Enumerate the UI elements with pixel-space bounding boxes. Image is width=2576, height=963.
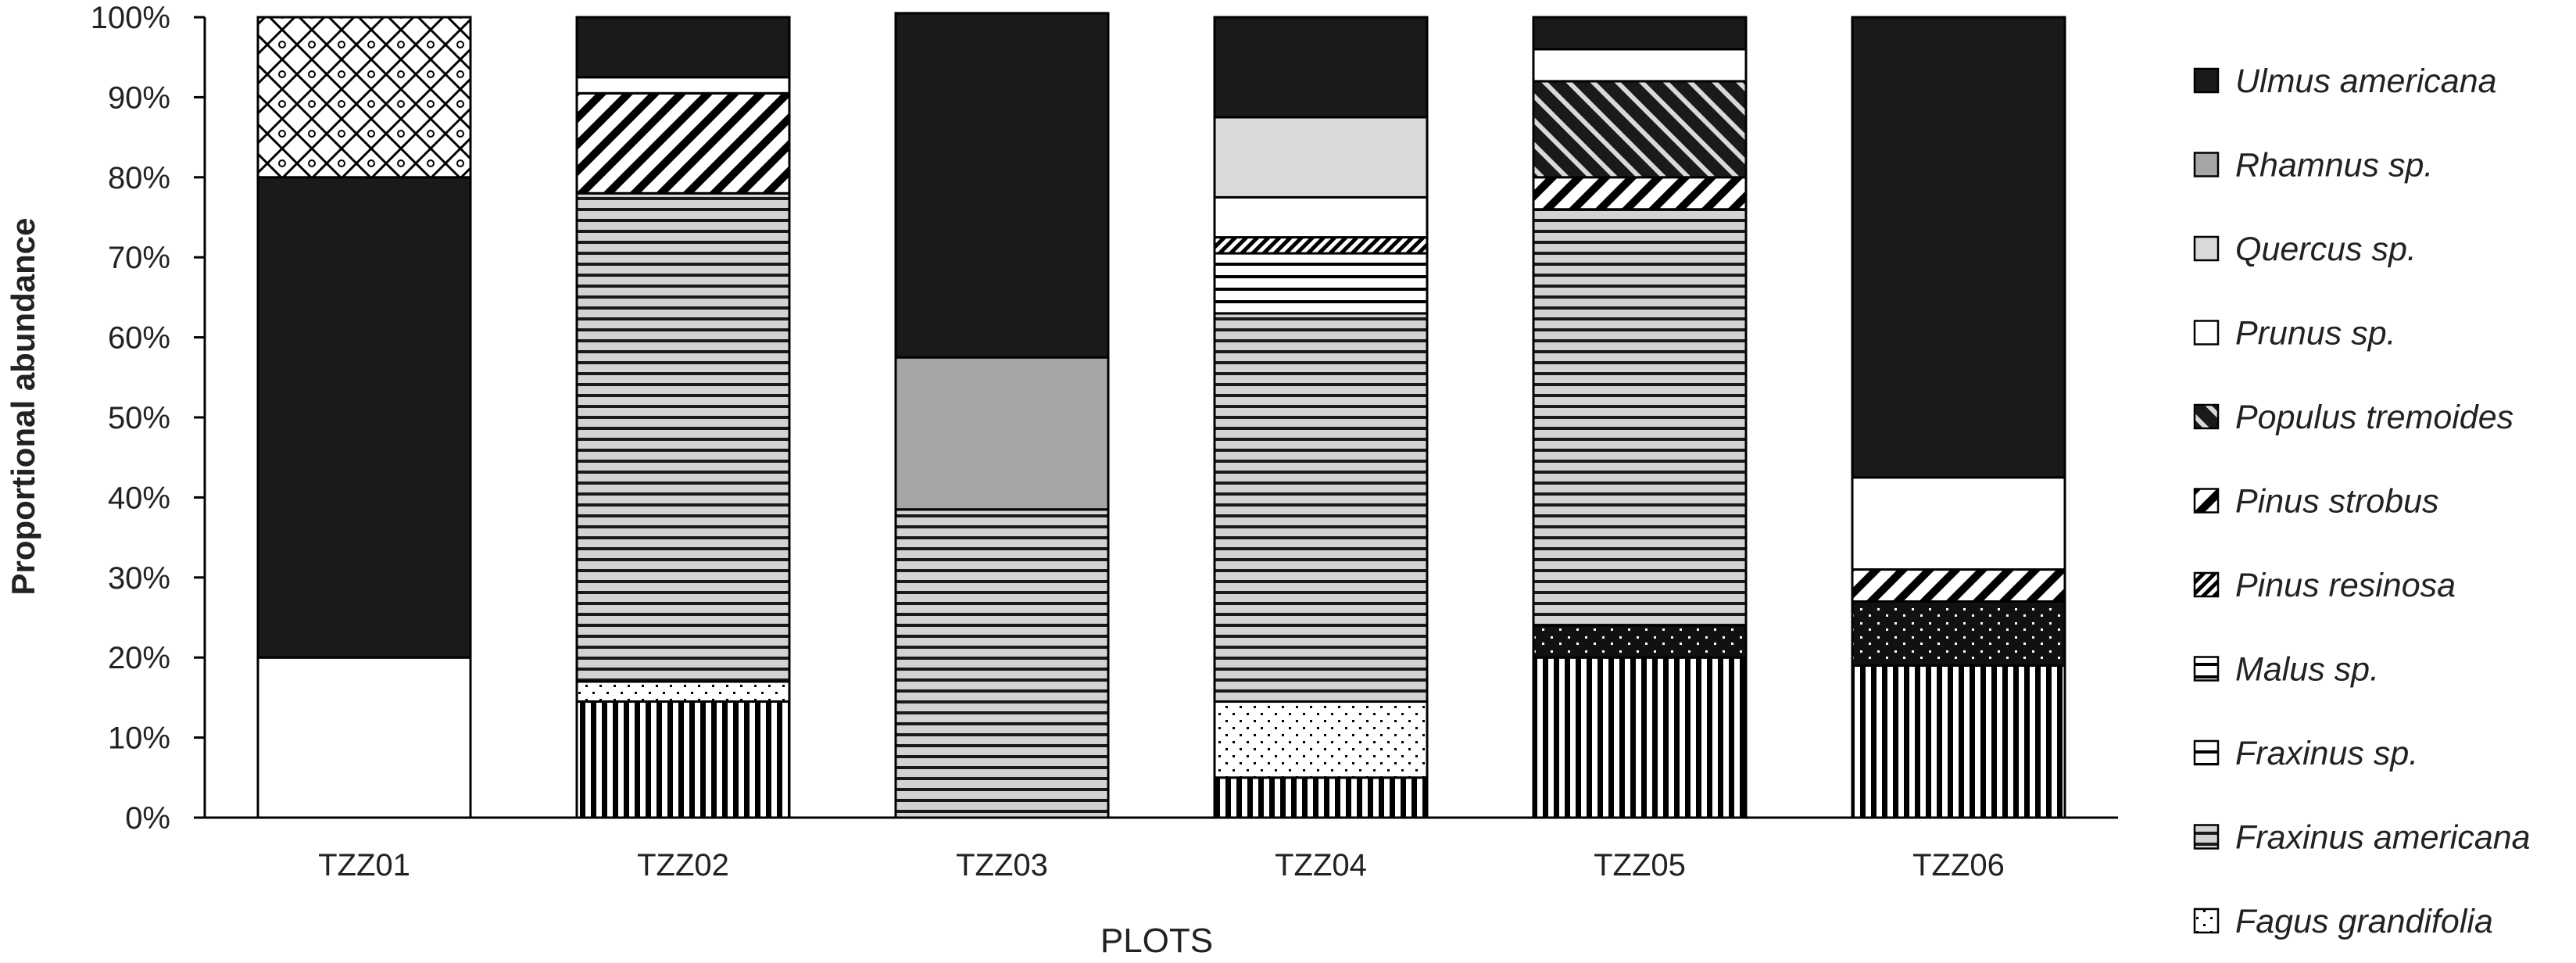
bar-segment-acer-tzz04 (1213, 776, 1429, 819)
legend-label-fraxamer: Fraxinus americana (2235, 819, 2531, 857)
y-tick-label: 10% (108, 721, 170, 756)
x-axis: TZZ01 TZZ02 TZZ03 TZZ04 TZZ05 TZZ06 (205, 816, 2118, 882)
x-tick-label: TZZ02 (637, 848, 729, 882)
legend-swatch-malus (2193, 656, 2220, 682)
legend-label-fagus: Fagus grandifolia (2235, 903, 2493, 940)
bar-segment-prunus-tzz05 (1532, 48, 1748, 83)
bar-stack-tzz04 (1213, 16, 1429, 819)
x-tick-label: TZZ01 (318, 848, 410, 882)
x-tick-label: TZZ04 (1275, 848, 1367, 882)
bar-segment-prunus-tzz01 (256, 656, 472, 819)
legend-label-prunus: Prunus sp. (2235, 315, 2396, 353)
bar-segment-prunus-tzz04 (1213, 195, 1429, 239)
legend-label-fraxsp: Fraxinus sp. (2235, 735, 2418, 772)
legend-label-pinstr: Pinus strobus (2235, 483, 2439, 521)
legend-swatch-populus (2193, 403, 2220, 430)
bar-segment-ulmus-tzz05 (1532, 16, 1748, 51)
legend-swatch-pinstr (2193, 488, 2220, 514)
y-tick-label: 40% (108, 481, 170, 515)
bar-segment-ulmus-tzz01 (256, 176, 472, 659)
x-axis-title: PLOTS (1100, 922, 1213, 959)
bar-segment-fagus-tzz04 (1213, 700, 1429, 779)
legend-label-malus: Malus sp. (2235, 651, 2379, 689)
legend-label-quercus: Quercus sp. (2235, 231, 2417, 268)
legend-label-populus: Populus tremoides (2235, 399, 2513, 436)
bar-segment-fraxamer-tzz05 (1532, 624, 1748, 659)
bar-stack-tzz02 (575, 16, 791, 819)
bar-segment-quercus-tzz04 (1213, 116, 1429, 199)
bar-stack-tzz03 (894, 12, 1110, 819)
bar-segment-fagus-tzz02 (575, 680, 791, 703)
bar-segment-rhamnus-tzz03 (894, 356, 1110, 511)
legend-swatch-ulmus (2193, 67, 2220, 94)
legend-swatch-fraxamer (2193, 824, 2220, 850)
legend-swatch-fraxsp (2193, 739, 2220, 766)
y-axis: 0% 10% 20% 30% 40% 50% 60% 70% 80% 90% 100% (91, 1, 206, 836)
legend-swatch-pinres (2193, 571, 2220, 598)
y-tick-label: 20% (108, 641, 170, 675)
bar-segment-pinstr-tzz02 (575, 91, 791, 195)
bar-segment-fraxamer-tzz03 (894, 508, 1110, 819)
bar-stack-tzz01 (256, 16, 472, 819)
bar-segment-pinres-tzz04 (1213, 236, 1429, 255)
bar-segment-acer-tzz02 (575, 700, 791, 819)
legend-swatch-quercus (2193, 235, 2220, 262)
y-tick-label: 90% (108, 81, 170, 115)
bar-segment-acer-tzz06 (1851, 664, 2066, 819)
bar-segment-fraxamer-tzz06 (1851, 600, 2066, 667)
legend: Ulmus americana Rhamnus sp. Quercus sp. Pru… (2193, 63, 2531, 940)
bar-segment-ulmus-tzz02 (575, 16, 791, 79)
x-tick-label: TZZ03 (956, 848, 1048, 882)
legend-swatch-rhamnus (2193, 152, 2220, 177)
x-tick-label: TZZ05 (1594, 848, 1686, 882)
bar-segment-fraxsp-tzz05 (1532, 208, 1748, 627)
legend-label-ulmus: Ulmus americana (2235, 63, 2497, 100)
x-tick-label: TZZ06 (1912, 848, 2005, 882)
bar-segment-prunus-tzz06 (1851, 476, 2066, 571)
legend-label-rhamnus: Rhamnus sp. (2235, 147, 2433, 184)
bar-segment-populus-tzz05 (1532, 80, 1748, 179)
bar-segment-fraxamer-tzz02 (575, 192, 791, 683)
y-tick-label: 30% (108, 561, 170, 596)
bar-segment-acer-tzz05 (1532, 656, 1748, 819)
bar-stack-tzz06 (1851, 16, 2066, 819)
bar-segment-malus-tzz04 (1213, 252, 1429, 315)
y-axis-title: Proportional abundance (5, 217, 41, 595)
bar-segment-fraxamer-tzz04 (1213, 312, 1429, 703)
bars (256, 12, 2066, 819)
bar-segment-ulmus-tzz03 (894, 12, 1110, 359)
y-tick-label: 60% (108, 321, 170, 356)
y-tick-label: 100% (91, 1, 170, 35)
y-tick-label: 70% (108, 241, 170, 275)
y-tick-label: 80% (108, 161, 170, 195)
bar-segment-ulmus-tzz06 (1851, 16, 2066, 479)
legend-label-pinres: Pinus resinosa (2235, 567, 2456, 604)
y-tick-label: 50% (108, 401, 170, 435)
bar-segment-ulmus-tzz04 (1213, 16, 1429, 119)
bar-segment-pinstr-tzz05 (1532, 176, 1748, 211)
bar-segment-pinstr-tzz06 (1851, 568, 2066, 603)
y-tick-label: 0% (125, 801, 170, 836)
bar-segment-prunus-tzz02 (575, 76, 791, 95)
bar-segment-lattice-tzz01 (256, 16, 472, 179)
bar-stack-tzz05 (1532, 16, 1748, 819)
legend-swatch-fagus (2193, 908, 2220, 934)
legend-swatch-prunus (2193, 320, 2220, 345)
